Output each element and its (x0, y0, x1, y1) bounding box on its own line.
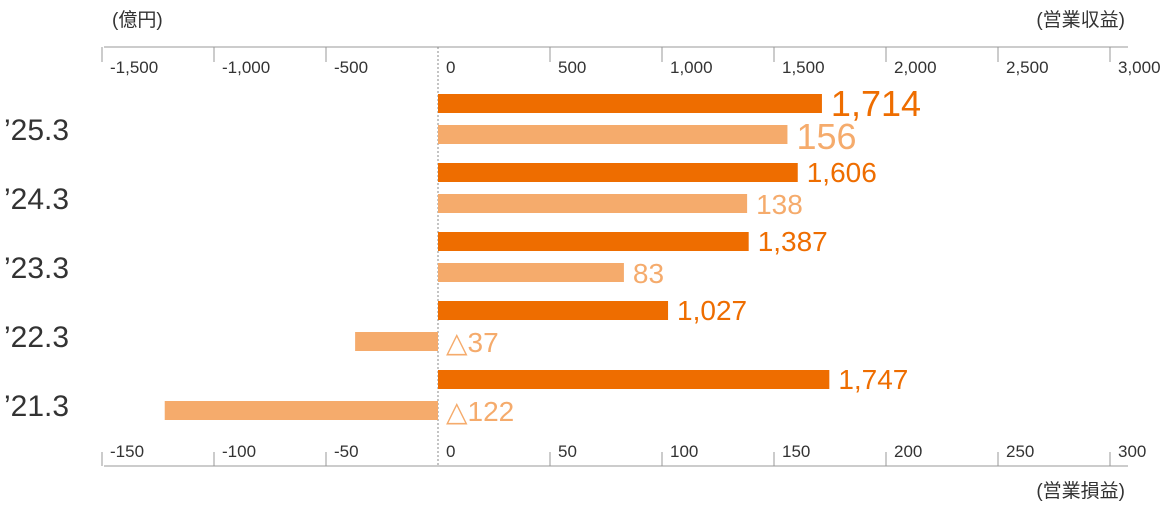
revenue-bar (438, 94, 822, 113)
bottom-tick-label: 150 (782, 442, 810, 461)
bottom-tick-label: -100 (222, 442, 256, 461)
revenue-value-label: 1,747 (838, 364, 908, 395)
top-tick-label: 0 (446, 58, 455, 77)
revenue-bar (438, 232, 749, 251)
revenue-bar (438, 301, 669, 320)
top-axis-title: (営業収益) (1036, 9, 1125, 31)
top-tick-label: 2,000 (894, 58, 937, 77)
bottom-tick-label: 250 (1006, 442, 1034, 461)
revenue-bar (438, 163, 798, 182)
revenue-value-label: 1,606 (807, 157, 877, 188)
top-tick-label: 2,500 (1006, 58, 1049, 77)
revenue-value-label: 1,027 (677, 295, 747, 326)
bottom-tick-label: 100 (670, 442, 698, 461)
top-tick-label: 3,000 (1118, 58, 1160, 77)
bars (164, 94, 830, 420)
bottom-tick-label: -150 (110, 442, 144, 461)
top-axis-ticks: -1,500 -1,000 -500 0 500 1,000 1,500 2,000 2,500… (101, 47, 1160, 77)
bottom-tick-label: -50 (334, 442, 359, 461)
profit-value-label: △37 (446, 327, 499, 358)
category-label: ’25.3 (4, 114, 69, 147)
top-tick-label: 1,500 (782, 58, 825, 77)
profit-value-label: 83 (633, 258, 664, 289)
revenue-value-label: 1,714 (831, 83, 921, 124)
profit-bar (438, 125, 788, 144)
revenue-bar (438, 370, 830, 389)
top-tick-label: -1,000 (222, 58, 270, 77)
profit-bar (438, 263, 624, 282)
bottom-axis-ticks: -150 -100 -50 0 50 100 150 200 250 300 (101, 442, 1146, 466)
category-label: ’21.3 (4, 390, 69, 423)
category-label: ’23.3 (4, 252, 69, 285)
bottom-tick-label: 300 (1118, 442, 1146, 461)
bottom-axis-title: (営業損益) (1036, 480, 1125, 502)
profit-bar (355, 332, 438, 351)
category-label: ’22.3 (4, 321, 69, 354)
profit-bar (438, 194, 748, 213)
unit-label: (億円) (112, 9, 163, 31)
profit-value-label: △122 (446, 396, 514, 427)
top-tick-label: 1,000 (670, 58, 713, 77)
category-labels: ’25.3 ’24.3 ’23.3 ’22.3 ’21.3 (4, 114, 69, 423)
profit-value-label: 156 (796, 116, 856, 157)
profit-bar (164, 401, 438, 420)
profit-value-label: 138 (756, 189, 803, 220)
revenue-value-label: 1,387 (758, 226, 828, 257)
bottom-tick-label: 200 (894, 442, 922, 461)
bottom-tick-label: 50 (558, 442, 577, 461)
top-tick-label: 500 (558, 58, 586, 77)
bottom-tick-label: 0 (446, 442, 455, 461)
top-tick-label: -500 (334, 58, 368, 77)
category-label: ’24.3 (4, 183, 69, 216)
top-tick-label: -1,500 (110, 58, 158, 77)
